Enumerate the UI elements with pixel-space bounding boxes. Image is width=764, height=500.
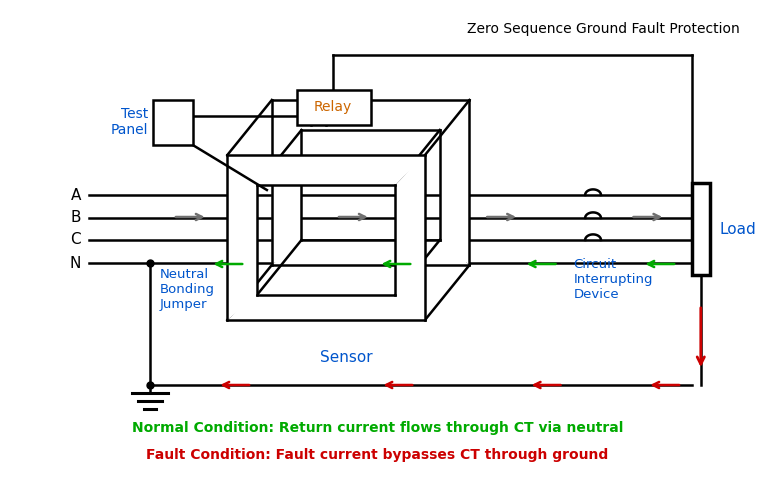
Polygon shape (272, 240, 470, 265)
Bar (296, 90, 371, 125)
Text: Sensor: Sensor (319, 350, 372, 365)
Text: B: B (70, 210, 81, 226)
Text: Load: Load (720, 222, 756, 236)
Bar (154, 100, 193, 145)
Text: Relay: Relay (314, 100, 352, 114)
Text: Zero Sequence Ground Fault Protection: Zero Sequence Ground Fault Protection (467, 22, 740, 36)
Text: Normal Condition: Return current flows through CT via neutral: Normal Condition: Return current flows t… (132, 421, 623, 435)
Text: Fault Condition: Fault current bypasses CT through ground: Fault Condition: Fault current bypasses … (147, 448, 609, 462)
Polygon shape (272, 100, 302, 265)
Polygon shape (228, 295, 425, 320)
Polygon shape (228, 155, 425, 185)
Bar (692, 183, 710, 275)
Polygon shape (440, 100, 470, 265)
Text: N: N (70, 256, 81, 270)
Text: Test
Panel: Test Panel (111, 107, 148, 137)
Text: Circuit
Interrupting
Device: Circuit Interrupting Device (573, 258, 652, 301)
Text: Neutral
Bonding
Jumper: Neutral Bonding Jumper (160, 268, 215, 311)
Text: C: C (70, 232, 81, 248)
Polygon shape (272, 100, 470, 130)
Polygon shape (228, 155, 257, 320)
Polygon shape (395, 155, 425, 320)
Text: A: A (71, 188, 81, 202)
